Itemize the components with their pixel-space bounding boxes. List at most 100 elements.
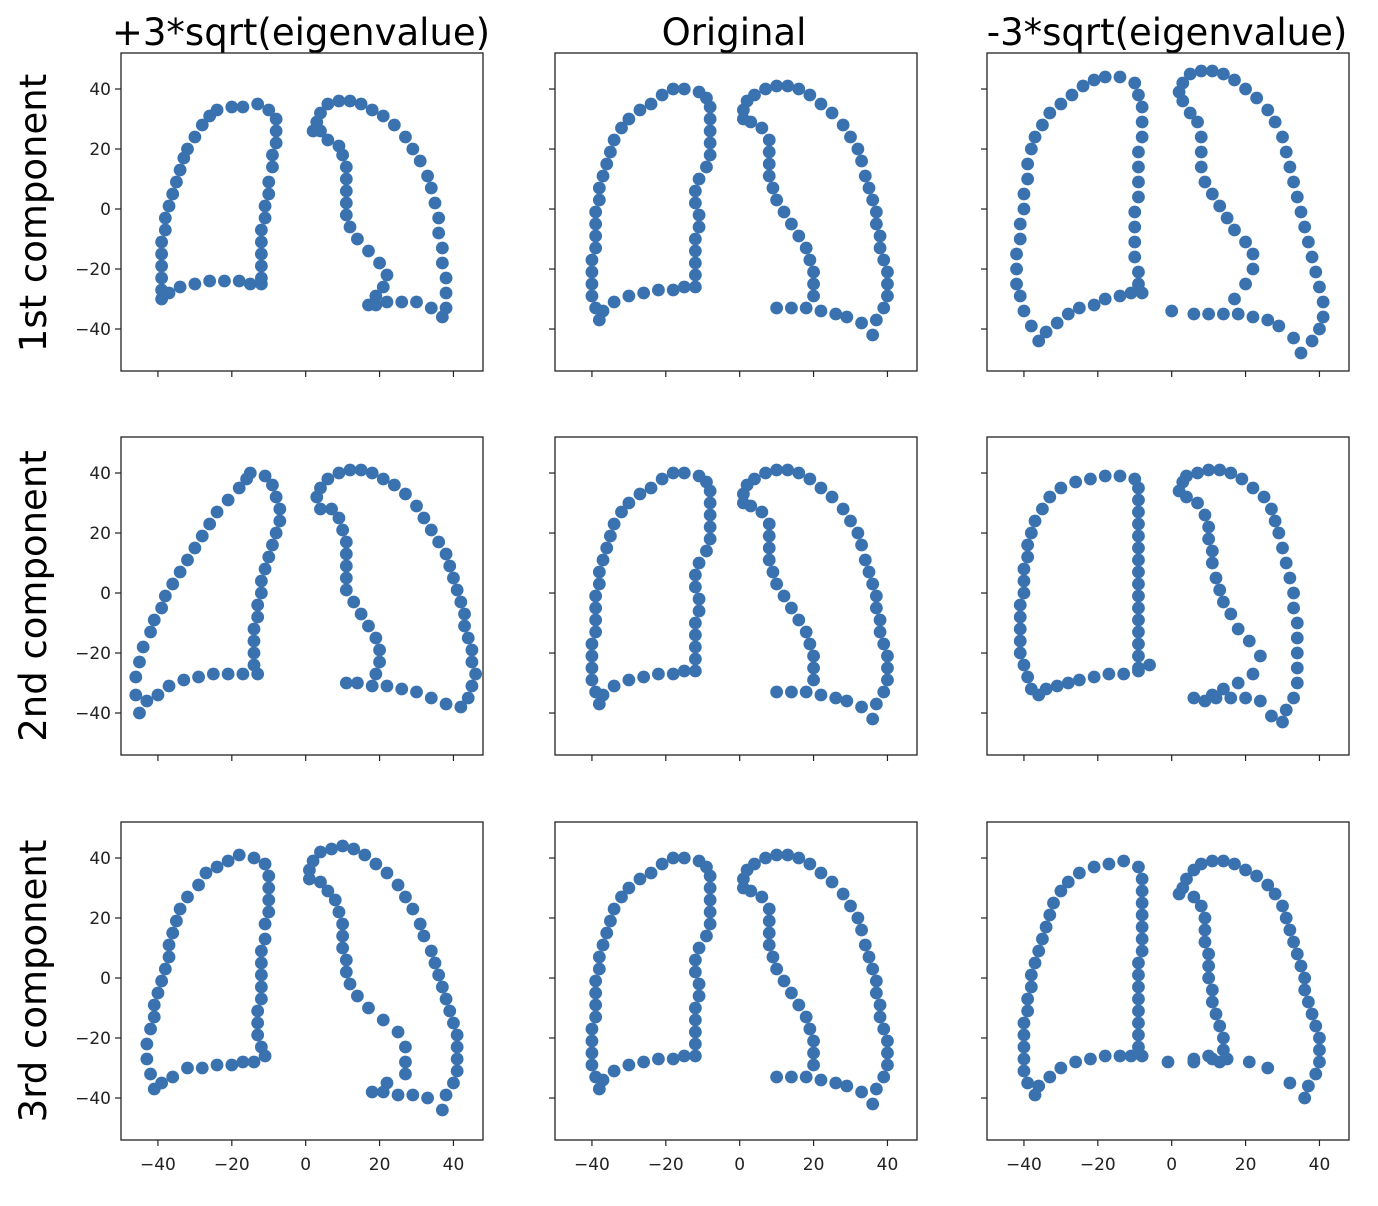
left-lung-point <box>221 854 235 868</box>
left-lung-point <box>254 235 268 249</box>
left-lung-point <box>700 544 713 558</box>
right-lung-point <box>321 884 335 898</box>
panel-r2-c2 <box>549 436 918 761</box>
right-lung-point <box>877 1022 891 1036</box>
right-lung-point <box>1298 983 1312 997</box>
left-lung-point <box>637 286 651 300</box>
left-lung-point <box>1072 866 1086 880</box>
right-lung-point <box>792 82 806 96</box>
right-lung-point <box>748 472 761 486</box>
left-lung-point <box>585 661 599 675</box>
left-lung-point <box>688 965 702 979</box>
left-lung-point <box>158 962 172 976</box>
left-lung-point <box>1132 517 1145 531</box>
left-lung-point <box>692 604 706 618</box>
right-lung-point <box>858 169 872 183</box>
left-lung-point <box>622 673 636 687</box>
left-lung-point <box>1135 100 1149 114</box>
left-lung-point <box>155 974 169 988</box>
left-lung-point <box>166 187 180 201</box>
left-lung-point <box>210 860 224 874</box>
right-lung-point <box>1283 923 1297 937</box>
left-lung-point <box>251 1016 265 1030</box>
right-lung-point <box>1272 319 1286 333</box>
right-lung-point <box>339 583 353 597</box>
left-lung-point <box>262 175 276 189</box>
right-lung-point <box>321 472 335 486</box>
right-lung-point <box>336 941 350 955</box>
x-tick-label: 0 <box>734 1155 745 1175</box>
right-lung-point <box>1205 854 1219 868</box>
left-lung-point <box>262 893 276 907</box>
left-lung-point <box>596 938 610 952</box>
right-lung-point <box>1213 1055 1227 1069</box>
left-lung-point <box>151 688 165 702</box>
left-lung-point <box>1024 980 1038 994</box>
y-tick-label: −40 <box>75 320 111 340</box>
left-lung-point <box>592 962 606 976</box>
right-lung-point <box>395 682 409 696</box>
left-lung-point <box>225 1058 239 1072</box>
right-lung-point <box>302 872 316 886</box>
left-lung-point <box>703 484 717 498</box>
left-lung-point <box>1017 202 1031 216</box>
right-lung-point <box>877 637 891 651</box>
left-lung-point <box>1024 142 1038 156</box>
right-lung-point <box>447 1016 460 1030</box>
left-lung-point <box>129 688 143 702</box>
right-lung-point <box>339 571 353 585</box>
left-lung-point <box>254 247 268 261</box>
right-lung-point <box>1183 106 1197 120</box>
right-lung-point <box>803 857 817 871</box>
left-lung-point <box>688 1025 702 1039</box>
right-lung-point <box>792 998 806 1012</box>
left-lung-point <box>181 553 194 567</box>
right-lung-point <box>866 962 880 976</box>
left-lung-point <box>1132 505 1145 519</box>
left-lung-point <box>589 986 603 1000</box>
right-lung-point <box>770 193 784 207</box>
right-lung-point <box>332 905 346 919</box>
right-lung-point <box>406 142 420 156</box>
right-lung-point <box>766 950 780 964</box>
right-lung-point <box>1290 676 1304 690</box>
left-lung-point <box>1132 145 1145 159</box>
left-lung-point <box>1072 673 1086 687</box>
right-lung-point <box>799 1070 813 1084</box>
left-lung-point <box>644 97 658 111</box>
right-lung-point <box>450 1064 464 1078</box>
right-lung-point <box>866 193 880 207</box>
left-lung-point <box>1113 1049 1127 1063</box>
left-lung-point <box>1143 658 1156 672</box>
left-lung-point <box>585 1046 599 1060</box>
right-lung-point <box>829 307 843 321</box>
right-lung-point <box>855 154 868 168</box>
right-lung-point <box>343 94 357 108</box>
left-lung-point <box>604 914 617 928</box>
right-lung-point <box>755 121 769 135</box>
left-lung-point <box>1061 676 1075 690</box>
right-lung-point <box>351 232 364 246</box>
left-lung-point <box>1135 908 1149 922</box>
left-lung-point <box>589 1010 603 1024</box>
right-lung-point <box>1202 307 1216 321</box>
right-lung-point <box>458 607 471 621</box>
left-lung-point <box>600 541 614 555</box>
right-lung-point <box>869 205 883 219</box>
right-lung-point <box>785 1070 798 1084</box>
left-lung-point <box>1113 289 1127 303</box>
left-lung-point <box>700 160 713 174</box>
left-lung-point <box>688 664 702 678</box>
left-lung-point <box>607 295 621 309</box>
left-lung-point <box>677 466 691 480</box>
left-lung-point <box>1113 469 1127 483</box>
left-lung-point <box>258 1049 272 1063</box>
right-lung-point <box>435 310 449 324</box>
right-lung-point <box>1313 1031 1326 1045</box>
y-tick-label: −20 <box>75 644 111 664</box>
right-lung-point <box>814 97 828 111</box>
left-lung-point <box>236 667 250 681</box>
right-lung-point <box>314 124 327 138</box>
left-lung-point <box>688 652 702 666</box>
right-lung-point <box>1261 313 1275 327</box>
